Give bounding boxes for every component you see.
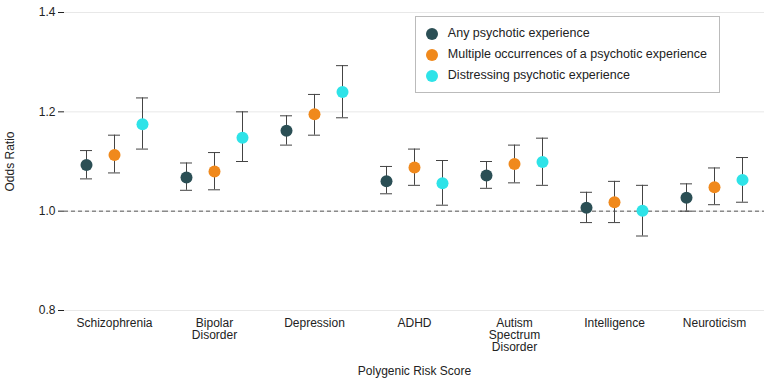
svg-text:0.8: 0.8 — [39, 303, 56, 317]
html-text:Distressing psychotic experien: Distressing psychotic experience — [447, 68, 630, 82]
svg-text:AutismSpectrumDisorder: AutismSpectrumDisorder — [489, 316, 540, 354]
html-text:Any psychotic experience: Any psychotic experience — [447, 26, 590, 40]
svg-text:ADHD: ADHD — [397, 316, 431, 330]
svg-text:Intelligence: Intelligence — [584, 316, 645, 330]
svg-text:Odds Ratio: Odds Ratio — [3, 131, 17, 191]
svg-text:Neuroticism: Neuroticism — [683, 316, 746, 330]
html-text:Multiple occurrences of a psyc: Multiple occurrences of a psychotic expe… — [447, 47, 707, 61]
svg-text:1.2: 1.2 — [39, 105, 56, 119]
svg-text:1.4: 1.4 — [39, 5, 56, 19]
svg-text:Polygenic Risk Score: Polygenic Risk Score — [358, 364, 472, 378]
svg-text:BipolarDisorder: BipolarDisorder — [192, 316, 237, 342]
svg-text:1.0: 1.0 — [39, 204, 56, 218]
svg-text:Depression: Depression — [284, 316, 345, 330]
svg-text:Schizophrenia: Schizophrenia — [76, 316, 152, 330]
